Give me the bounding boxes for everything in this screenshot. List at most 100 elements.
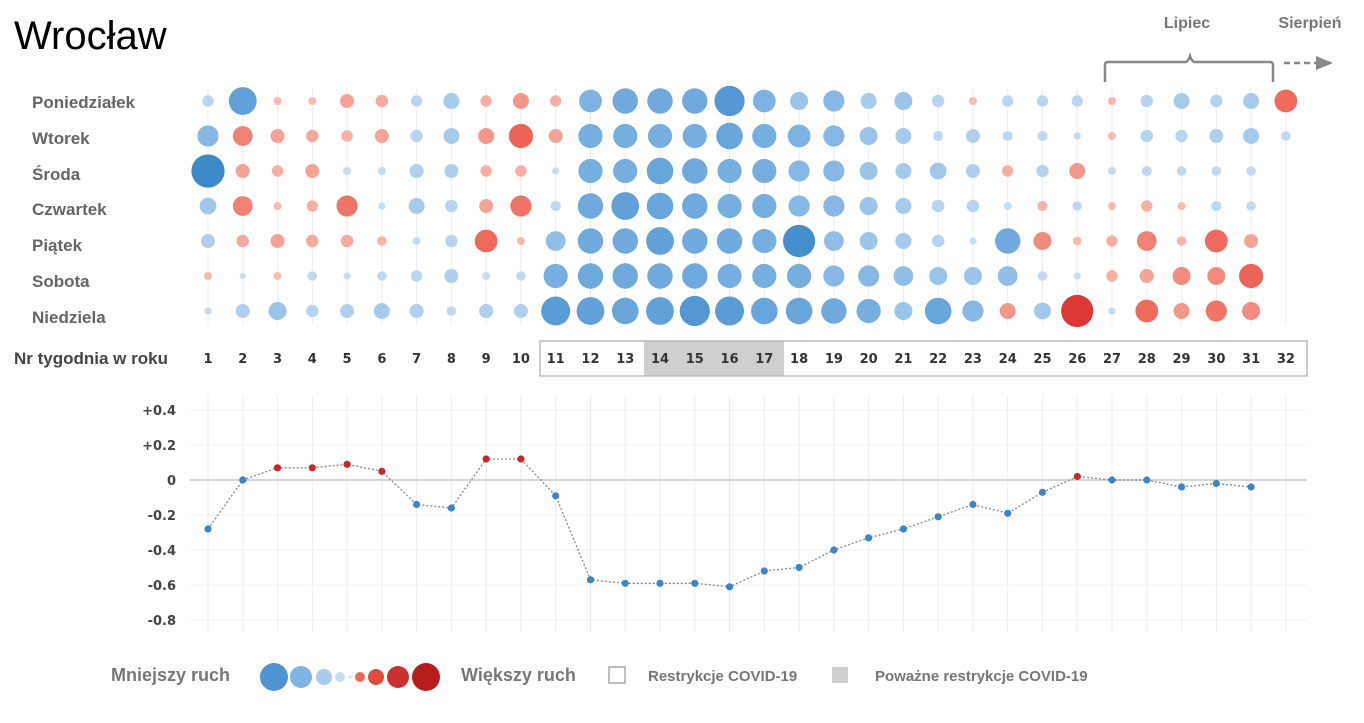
week-tick-label: 27 bbox=[1103, 352, 1121, 367]
bubble bbox=[965, 164, 980, 178]
line-points bbox=[204, 455, 1255, 591]
bubble bbox=[482, 272, 491, 280]
bubble bbox=[823, 231, 844, 251]
week-tick-label: 19 bbox=[825, 352, 843, 367]
line-point bbox=[378, 467, 386, 475]
week-tick-label: 25 bbox=[1033, 352, 1051, 367]
y-tick-label: -0.8 bbox=[148, 614, 176, 629]
line-point bbox=[343, 460, 351, 468]
week-tick-label: 17 bbox=[755, 352, 773, 367]
week-tick-label: 9 bbox=[482, 352, 491, 367]
bubble bbox=[1034, 302, 1051, 320]
line-point bbox=[1247, 483, 1255, 491]
bubble bbox=[682, 228, 708, 254]
bubble bbox=[1003, 202, 1012, 210]
bubble bbox=[228, 87, 257, 115]
line-point bbox=[239, 476, 247, 484]
bubble bbox=[1211, 166, 1222, 176]
bubble bbox=[646, 227, 674, 255]
bubble bbox=[1177, 202, 1186, 210]
bubble bbox=[1274, 89, 1298, 113]
bubble bbox=[516, 271, 526, 281]
bubble bbox=[273, 97, 282, 105]
line-point bbox=[1073, 472, 1081, 481]
bubble bbox=[479, 304, 494, 318]
bubble bbox=[929, 162, 947, 180]
bubble bbox=[613, 158, 638, 184]
bubble bbox=[578, 158, 603, 184]
bubble bbox=[715, 296, 745, 326]
week-tick-label: 13 bbox=[616, 352, 634, 367]
bubble bbox=[895, 198, 912, 214]
bubble bbox=[858, 265, 880, 287]
week-tick-label: 6 bbox=[377, 352, 386, 367]
bubble bbox=[933, 130, 944, 142]
bubble bbox=[1141, 200, 1153, 212]
bubble bbox=[894, 302, 913, 320]
bubble bbox=[752, 228, 777, 254]
week-tick-label: 20 bbox=[860, 352, 878, 367]
month-label-july: Lipiec bbox=[1164, 15, 1210, 32]
bubble bbox=[752, 123, 777, 149]
arrow-right-icon bbox=[1284, 56, 1333, 70]
bubble bbox=[1037, 200, 1048, 212]
bubble bbox=[480, 95, 492, 107]
bubble bbox=[646, 157, 674, 185]
bubble bbox=[714, 85, 745, 117]
bubble bbox=[856, 298, 881, 324]
bubble bbox=[752, 158, 777, 184]
bubble bbox=[1037, 271, 1048, 281]
bubble bbox=[612, 88, 638, 114]
week-tick-label: 1 bbox=[203, 352, 212, 367]
bubble bbox=[646, 192, 674, 220]
bubble bbox=[1141, 165, 1152, 177]
line-point bbox=[1178, 483, 1186, 491]
line-point bbox=[726, 583, 734, 591]
bubble bbox=[1242, 302, 1261, 320]
bubble bbox=[966, 199, 980, 213]
bubble bbox=[1108, 307, 1116, 315]
line-point bbox=[586, 576, 595, 584]
bubble bbox=[306, 129, 319, 143]
bubble bbox=[307, 271, 318, 281]
week-tick-label: 14 bbox=[651, 352, 669, 367]
week-tick-label: 22 bbox=[929, 352, 947, 367]
bubble bbox=[1106, 270, 1118, 282]
bubble bbox=[578, 123, 603, 149]
bubble bbox=[1246, 201, 1256, 211]
bubble bbox=[823, 160, 845, 182]
bubble bbox=[191, 154, 225, 188]
bubble bbox=[343, 272, 351, 280]
bubble bbox=[236, 234, 249, 248]
line-point bbox=[1143, 476, 1151, 484]
bubble bbox=[513, 304, 528, 318]
bubble bbox=[550, 200, 561, 212]
bubble bbox=[647, 263, 673, 289]
week-tick-label: 30 bbox=[1207, 352, 1225, 367]
bubble bbox=[788, 160, 810, 182]
bubble bbox=[341, 130, 353, 142]
day-label-saturday: Sobota bbox=[32, 272, 90, 291]
week-tick-label: 8 bbox=[447, 352, 456, 367]
bubble bbox=[412, 237, 421, 245]
line-point bbox=[1108, 476, 1116, 484]
bubble bbox=[895, 233, 912, 249]
week-tick-label: 15 bbox=[686, 352, 704, 367]
bubble bbox=[823, 195, 845, 217]
bubble bbox=[410, 270, 423, 282]
bubble bbox=[377, 167, 386, 175]
line-point bbox=[482, 455, 490, 463]
bubble bbox=[480, 165, 492, 177]
bubble bbox=[1243, 93, 1260, 109]
bubble bbox=[541, 296, 571, 326]
month-label-august: Sierpień bbox=[1278, 15, 1341, 32]
bubble bbox=[515, 165, 527, 177]
bubble bbox=[859, 197, 878, 215]
legend-restrictions-swatch bbox=[608, 666, 626, 684]
legend-bubble bbox=[368, 669, 384, 685]
week-tick-label: 29 bbox=[1173, 352, 1191, 367]
bubble bbox=[1211, 200, 1222, 212]
week-axis-label: Nr tygodnia w roku bbox=[14, 349, 168, 368]
bubble bbox=[786, 263, 812, 289]
bubble bbox=[752, 263, 777, 289]
